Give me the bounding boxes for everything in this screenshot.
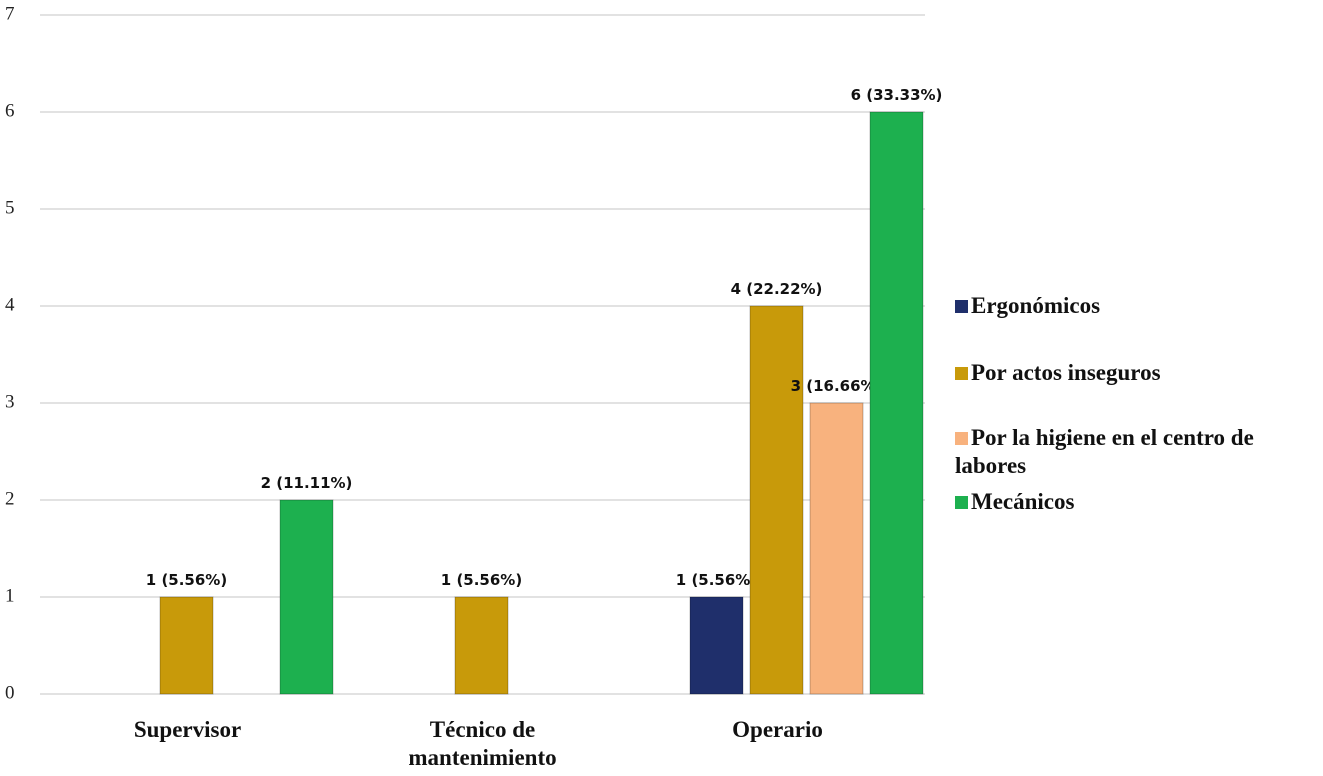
value-label: 6 (33.33%) xyxy=(851,86,943,104)
legend-label: Por la higiene en el centro de labores xyxy=(955,425,1254,478)
value-label: 1 (5.56%) xyxy=(441,571,522,589)
value-label: 4 (22.22%) xyxy=(731,280,823,298)
y-tick-label: 2 xyxy=(5,488,15,509)
y-tick-label: 4 xyxy=(5,294,15,315)
value-label: 2 (11.11%) xyxy=(261,474,353,492)
legend-item: Por actos inseguros xyxy=(955,359,1320,387)
legend-label: Por actos inseguros xyxy=(971,360,1161,385)
bar xyxy=(160,597,213,694)
legend-swatch xyxy=(955,300,968,313)
x-tick-label: Técnico de mantenimiento xyxy=(408,716,558,772)
value-label: 1 (5.56%) xyxy=(146,571,227,589)
bar xyxy=(690,597,743,694)
chart: 0 1 2 3 4 5 6 7 1 (5.56%) 2 (11.11%) 1 (5.56%) 1 (5… xyxy=(0,0,1323,776)
y-tick-label: 1 xyxy=(5,585,15,606)
legend-item: Ergonómicos xyxy=(955,292,1320,320)
legend-swatch xyxy=(955,496,968,509)
legend-label: Ergonómicos xyxy=(971,293,1100,318)
y-tick-label: 5 xyxy=(5,197,15,218)
value-label: 3 (16.66%) xyxy=(791,377,883,395)
bar xyxy=(280,500,333,694)
y-tick-label: 7 xyxy=(5,3,15,24)
bar xyxy=(810,403,863,694)
y-tick-label: 6 xyxy=(5,100,15,121)
page: {"chart_data": {"type": "bar", "categori… xyxy=(0,0,1323,776)
value-label: 1 (5.56%) xyxy=(676,571,757,589)
x-tick-label: Operario xyxy=(678,716,878,744)
y-tick-label: 0 xyxy=(5,682,15,703)
bar xyxy=(870,112,923,694)
legend-item: Por la higiene en el centro de labores xyxy=(955,424,1320,480)
bar xyxy=(750,306,803,694)
legend-label: Mecánicos xyxy=(971,489,1074,514)
legend-swatch xyxy=(955,432,968,445)
y-tick-label: 3 xyxy=(5,391,15,412)
legend-item: Mecánicos xyxy=(955,488,1320,516)
bar xyxy=(455,597,508,694)
legend-swatch xyxy=(955,367,968,380)
x-tick-label: Supervisor xyxy=(88,716,288,744)
